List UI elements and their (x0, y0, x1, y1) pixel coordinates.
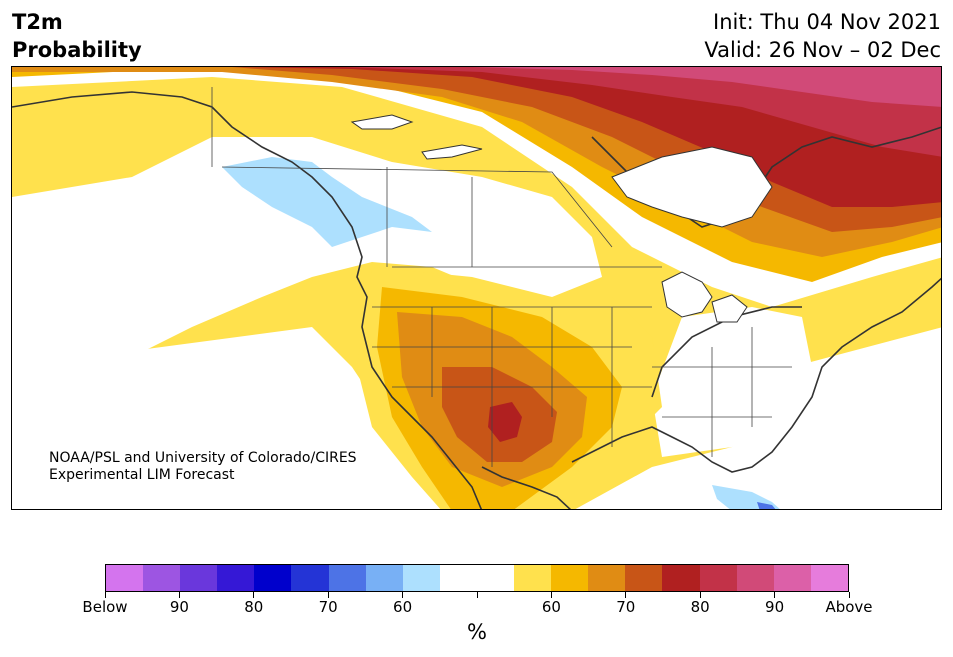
colorbar-segment (625, 565, 663, 591)
colorbar-tick (253, 592, 255, 598)
colorbar-tick-label: 90 (169, 598, 189, 616)
colorbar-segment (402, 565, 440, 591)
colorbar-unit: % (467, 620, 487, 644)
colorbar-tick (699, 592, 701, 598)
colorbar-tick (104, 592, 106, 598)
colorbar-segment (106, 565, 144, 591)
colorbar-tick (476, 592, 478, 598)
title-variable: T2m (12, 10, 63, 34)
colorbar-segment (180, 565, 218, 591)
white-region-atlantic (575, 327, 941, 509)
colorbar-segment (773, 565, 811, 591)
valid-date: Valid: 26 Nov – 02 Dec (704, 38, 941, 62)
water-bodies (350, 114, 773, 323)
title-type: Probability (12, 38, 142, 62)
colorbar-tick-label: 70 (616, 598, 636, 616)
colorbar-segment (328, 565, 366, 591)
colorbar-tick-label: 90 (765, 598, 785, 616)
colorbar-tick-label: 70 (318, 598, 338, 616)
colorbar-tick (774, 592, 776, 598)
probability-map (12, 67, 941, 509)
colorbar-segment (736, 565, 774, 591)
credit-line-1: NOAA/PSL and University of Colorado/CIRE… (49, 450, 357, 466)
colorbar-tick-label: 60 (541, 598, 561, 616)
forecast-dates: Init: Thu 04 Nov 2021 Valid: 26 Nov – 02… (704, 8, 941, 64)
colorbar-tick-label: 80 (244, 598, 264, 616)
colorbar-tick (625, 592, 627, 598)
colorbar-tick (848, 592, 850, 598)
init-date: Init: Thu 04 Nov 2021 (713, 10, 941, 34)
colorbar-tick (402, 592, 404, 598)
map-panel (11, 66, 942, 510)
colorbar-segment (217, 565, 255, 591)
colorbar-segment (291, 565, 329, 591)
shade-below-70-caribbean (757, 502, 776, 509)
colorbar (105, 564, 849, 592)
colorbar-segment (143, 565, 181, 591)
colorbar-segment (365, 565, 403, 591)
map-title: T2m Probability (12, 8, 142, 64)
colorbar-tick (178, 592, 180, 598)
shade-above-95-north (472, 67, 941, 107)
colorbar-segment (254, 565, 292, 591)
white-region-northwest (12, 137, 602, 407)
colorbar-segment (588, 565, 626, 591)
shade-below-55-canada-west (222, 157, 432, 247)
white-region-southwest-pacific (12, 327, 481, 509)
colorbar-segment (699, 565, 737, 591)
credit-line-2: Experimental LIM Forecast (49, 467, 235, 483)
colorbar-segment (439, 565, 477, 591)
colorbar-tick-label: 80 (690, 598, 710, 616)
colorbar-segment (551, 565, 589, 591)
data-credit: NOAA/PSL and University of Colorado/CIRE… (49, 450, 357, 484)
colorbar-tick (327, 592, 329, 598)
colorbar-tick-label: Below (82, 598, 128, 616)
shade-above-85-southwest (488, 402, 522, 442)
colorbar-tick-label: 60 (393, 598, 413, 616)
shade-below-55-caribbean (712, 485, 780, 509)
colorbar-segment (810, 565, 848, 591)
colorbar-segment (476, 565, 515, 591)
political-borders (211, 87, 792, 467)
colorbar-tick-label: Above (825, 598, 873, 616)
colorbar-tick (550, 592, 552, 598)
colorbar-segment (514, 565, 552, 591)
colorbar-segment (662, 565, 700, 591)
